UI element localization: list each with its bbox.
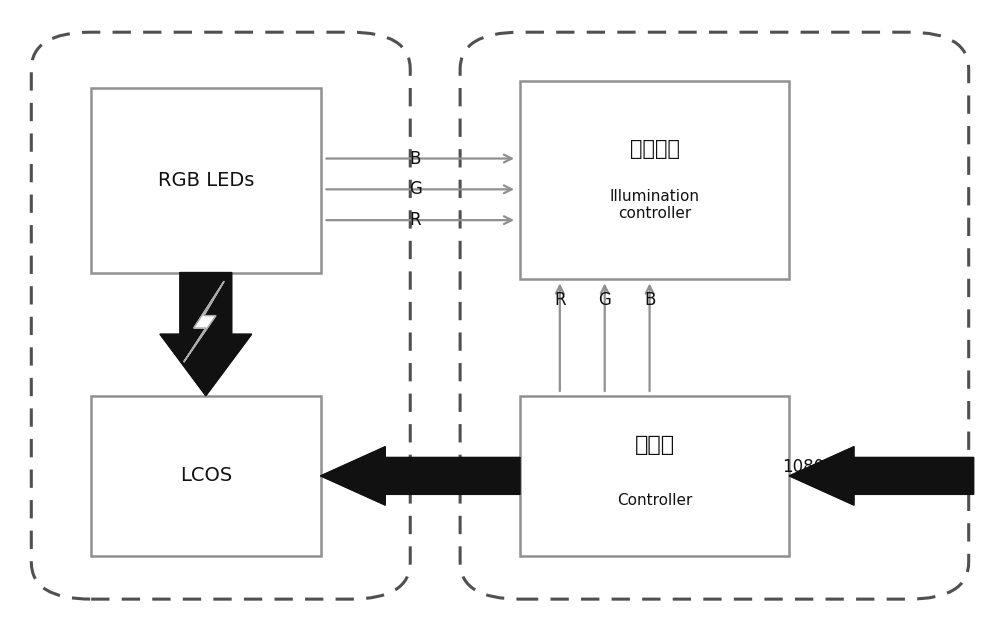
Text: 照明控制: 照明控制 (630, 139, 680, 159)
Text: 控制器: 控制器 (635, 435, 675, 455)
Polygon shape (184, 282, 224, 362)
Text: 480fps: 480fps (387, 457, 444, 475)
Text: B: B (410, 150, 421, 168)
FancyBboxPatch shape (520, 82, 789, 279)
Polygon shape (789, 447, 974, 505)
FancyBboxPatch shape (91, 88, 320, 272)
Polygon shape (160, 272, 252, 396)
Text: Illumination
controller: Illumination controller (610, 189, 700, 221)
Text: Controller: Controller (617, 493, 692, 508)
Text: G: G (598, 292, 611, 310)
Text: B: B (644, 292, 655, 310)
Polygon shape (320, 447, 520, 505)
FancyBboxPatch shape (520, 396, 789, 556)
Text: R: R (409, 211, 421, 229)
Text: RGB LEDs: RGB LEDs (158, 171, 254, 189)
Text: R: R (554, 292, 566, 310)
Text: LCOS: LCOS (180, 466, 232, 485)
Text: G: G (409, 180, 422, 198)
Text: 1080P/60fps: 1080P/60fps (782, 457, 886, 475)
FancyBboxPatch shape (91, 396, 320, 556)
